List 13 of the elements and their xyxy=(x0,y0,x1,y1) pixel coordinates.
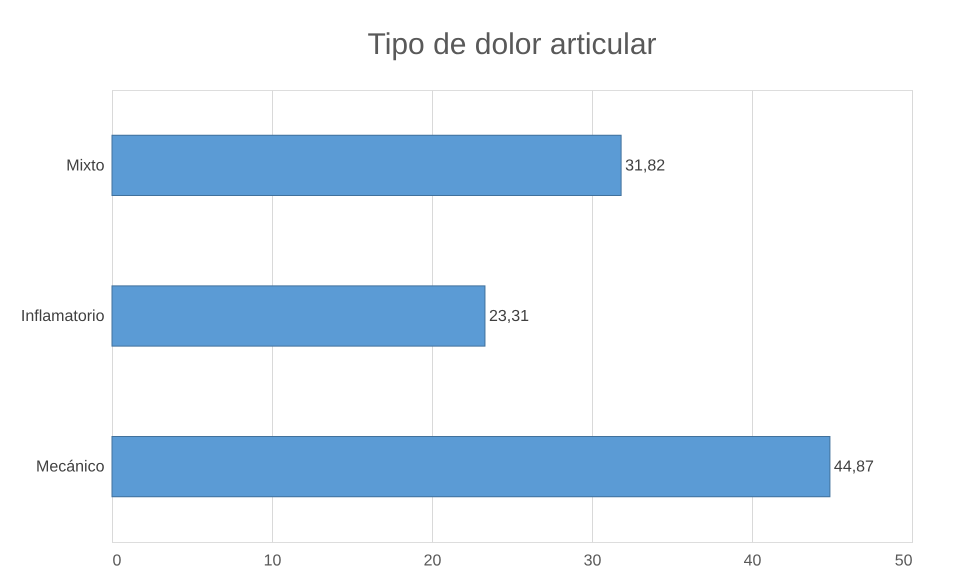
x-tick-label: 40 xyxy=(744,552,762,570)
y-tick-label: Mixto xyxy=(66,157,105,174)
data-label: 44,87 xyxy=(834,458,874,476)
chart-title: Tipo de dolor articular xyxy=(367,28,657,61)
x-tick-label: 30 xyxy=(584,552,602,570)
x-tick-label: 0 xyxy=(112,552,122,570)
x-tick-label: 50 xyxy=(894,552,913,570)
y-tick-label: Mecánico xyxy=(36,458,105,476)
x-tick-label: 20 xyxy=(424,552,442,570)
x-tick-label: 10 xyxy=(264,552,282,570)
data-label: 31,82 xyxy=(625,157,666,174)
data-label: 23,31 xyxy=(488,308,530,325)
y-tick-label: Inflamatorio xyxy=(20,308,105,325)
